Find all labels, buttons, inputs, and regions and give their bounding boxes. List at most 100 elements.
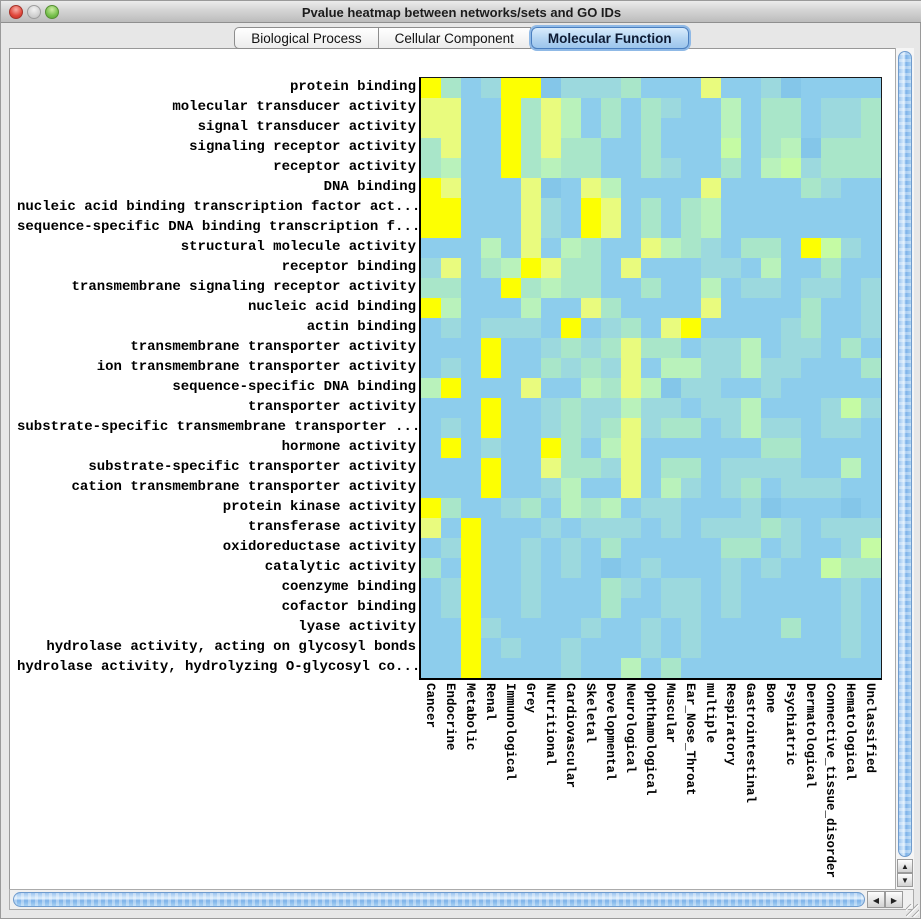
col-label: Immunological [502, 683, 517, 781]
heatmap-cell [641, 318, 661, 338]
tab-biological-process[interactable]: Biological Process [234, 27, 379, 49]
heatmap-cell [541, 638, 561, 658]
heatmap-cell [681, 658, 701, 678]
heatmap-cell [581, 258, 601, 278]
close-button-icon[interactable] [9, 5, 23, 19]
heatmap-cell [861, 478, 881, 498]
heatmap-cell [601, 478, 621, 498]
heatmap-cell [721, 458, 741, 478]
heatmap-cell [641, 218, 661, 238]
heatmap-cell [601, 278, 621, 298]
heatmap-cell [521, 138, 541, 158]
heatmap-cell [481, 358, 501, 378]
heatmap-cell [501, 558, 521, 578]
heatmap-cell [561, 458, 581, 478]
vertical-scrollbar[interactable]: ▲ ▼ [895, 48, 914, 889]
heatmap-cell [521, 118, 541, 138]
col-label: Developmental [602, 683, 617, 781]
row-label: actin binding [306, 319, 416, 335]
heatmap-cell [821, 438, 841, 458]
heatmap-cell [761, 518, 781, 538]
heatmap-cell [821, 358, 841, 378]
col-label: Skeletal [582, 683, 597, 744]
heatmap-cell [781, 98, 801, 118]
heatmap-cell [581, 178, 601, 198]
heatmap-cell [501, 118, 521, 138]
heatmap-cell [741, 178, 761, 198]
heatmap-cell [441, 478, 461, 498]
horizontal-scrollbar-thumb[interactable] [13, 892, 865, 907]
heatmap-cell [481, 278, 501, 298]
heatmap-cell [481, 218, 501, 238]
heatmap-cell [541, 98, 561, 118]
heatmap-cell [521, 658, 541, 678]
heatmap-cell [581, 518, 601, 538]
heatmap-cell [521, 238, 541, 258]
row-label: lyase activity [298, 619, 416, 635]
row-label: molecular transducer activity [172, 99, 416, 115]
heatmap-cell [541, 358, 561, 378]
heatmap-cell [581, 358, 601, 378]
heatmap-cell [601, 518, 621, 538]
heatmap-cell [481, 78, 501, 98]
heatmap-cell [601, 258, 621, 278]
minimize-button-icon[interactable] [27, 5, 41, 19]
heatmap-cell [721, 398, 741, 418]
zoom-button-icon[interactable] [45, 5, 59, 19]
heatmap-cell [661, 338, 681, 358]
heatmap-cell [561, 318, 581, 338]
heatmap-cell [481, 338, 501, 358]
heatmap-cell [421, 618, 441, 638]
heatmap-cell [521, 98, 541, 118]
scroll-up-icon[interactable]: ▲ [897, 859, 913, 873]
heatmap-cell [561, 618, 581, 638]
heatmap-cell [701, 478, 721, 498]
heatmap-cell [861, 518, 881, 538]
heatmap-cell [741, 198, 761, 218]
col-label: Dermatological [802, 683, 817, 789]
heatmap-cell [801, 98, 821, 118]
heatmap-cell [601, 398, 621, 418]
heatmap-cell [441, 258, 461, 278]
vertical-scrollbar-thumb[interactable] [898, 51, 912, 857]
heatmap-cell [621, 538, 641, 558]
heatmap-cell [781, 278, 801, 298]
heatmap-cell [681, 418, 701, 438]
heatmap-cell [821, 398, 841, 418]
heatmap-cell [501, 318, 521, 338]
scroll-right-icon[interactable]: ▶ [885, 891, 903, 908]
heatmap-cell [781, 598, 801, 618]
heatmap-cell [741, 638, 761, 658]
scroll-down-icon[interactable]: ▼ [897, 873, 913, 887]
tab-molecular-function[interactable]: Molecular Function [530, 27, 689, 49]
resize-grip-icon[interactable] [906, 904, 919, 917]
heatmap-cell [581, 278, 601, 298]
heatmap-cell [621, 598, 641, 618]
heatmap-cell [681, 78, 701, 98]
tab-cellular-component[interactable]: Cellular Component [378, 27, 531, 49]
heatmap-cell [761, 258, 781, 278]
horizontal-scrollbar[interactable]: ◀ ▶ [9, 889, 914, 910]
heatmap-cell [521, 578, 541, 598]
heatmap-cell [441, 218, 461, 238]
heatmap-cell [501, 618, 521, 638]
heatmap-cell [721, 358, 741, 378]
heatmap-cell [601, 138, 621, 158]
title-bar[interactable]: Pvalue heatmap between networks/sets and… [1, 1, 921, 23]
heatmap-cell [481, 238, 501, 258]
heatmap-cell [661, 538, 681, 558]
heatmap-cell [501, 438, 521, 458]
heatmap-cell [441, 238, 461, 258]
heatmap-cell [481, 578, 501, 598]
heatmap-cell [441, 558, 461, 578]
heatmap-cell [521, 598, 541, 618]
heatmap-cell [561, 378, 581, 398]
heatmap-cell [681, 398, 701, 418]
heatmap-cell [561, 398, 581, 418]
heatmap-cell [801, 278, 821, 298]
scroll-left-icon[interactable]: ◀ [867, 891, 885, 908]
heatmap-cell [581, 78, 601, 98]
col-label: Nutritional [542, 683, 557, 766]
heatmap-cell [661, 118, 681, 138]
